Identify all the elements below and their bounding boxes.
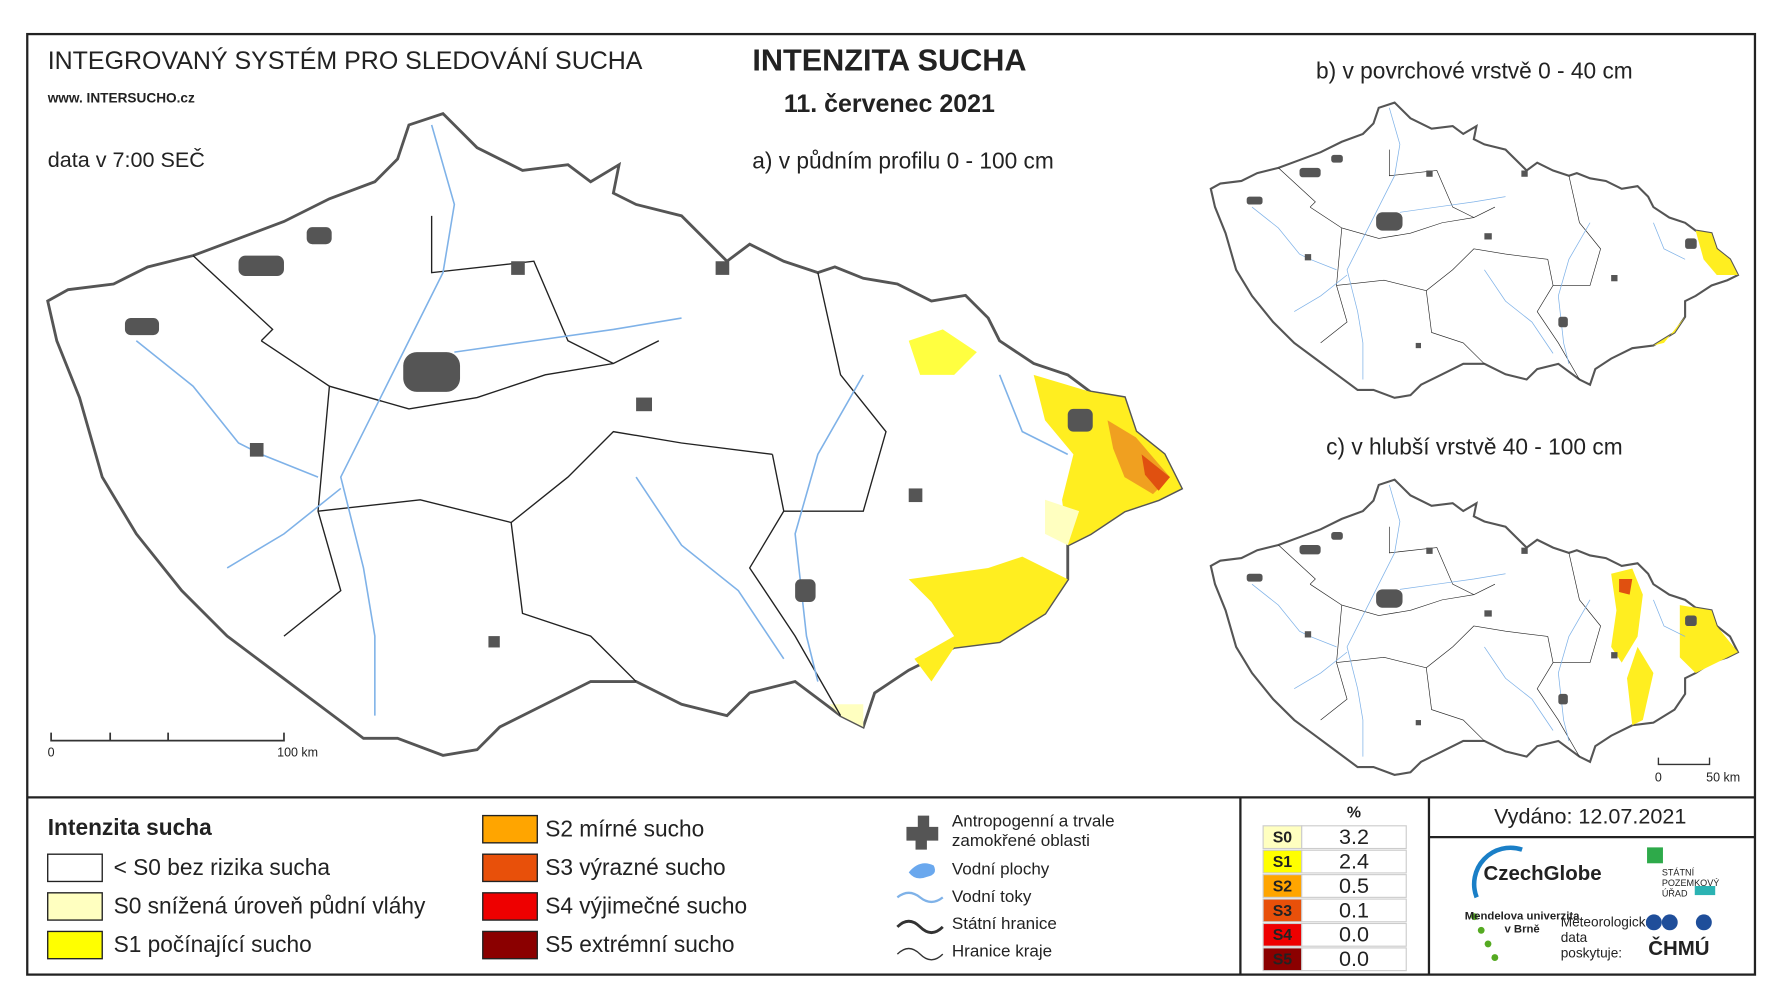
legend-label: S5 extrémní sucho (545, 931, 734, 957)
table-value-cell (1301, 825, 1407, 850)
symbol-label: Vodní toky (952, 887, 1032, 906)
table-class: S4 (1273, 927, 1293, 944)
table-value-cell (1301, 898, 1407, 923)
scale-label: 0 (48, 745, 55, 759)
logo-chmu: ČHMÚ (1648, 936, 1709, 960)
logos: CzechGlobe STÁTNÍ POZEMKOVÝ ÚŘAD Mendelova… (1465, 845, 1720, 961)
symbol-label: Vodní plochy (952, 860, 1050, 879)
table-value: 3.2 (1339, 824, 1369, 849)
web: www. INTERSUCHO.cz (47, 90, 195, 105)
map-label: a) v půdním profilu 0 - 100 cm (752, 147, 1054, 173)
table-header: % (1347, 805, 1361, 822)
legend-swatch (47, 930, 103, 960)
data-time: data v 7:00 SEČ (48, 147, 205, 172)
legend-swatch (482, 853, 538, 883)
percent-table: % S0 3.2 S1 2.4 S2 0.5 S3 0.1 S4 0.0 S5 0.0 (1262, 805, 1407, 972)
table-value: 0.5 (1339, 873, 1369, 898)
legend-swatch (47, 853, 103, 883)
table-class: S3 (1273, 903, 1293, 920)
table-class: S5 (1273, 952, 1293, 969)
issued: Vydáno: 12.07.2021 (1494, 804, 1686, 829)
legend-swatch (47, 892, 103, 921)
drought-area (908, 556, 1068, 682)
map-b: b) v povrchové vrstvě 0 - 40 cm (1209, 58, 1739, 399)
table-value: 0.0 (1339, 946, 1369, 971)
scale-label: 100 km (277, 745, 318, 759)
date: 11. červenec 2021 (784, 90, 995, 118)
table-value: 0.1 (1339, 897, 1369, 922)
scale-label: 0 (1655, 770, 1662, 784)
legend-label: S1 počínající sucho (114, 931, 312, 957)
drought-area (1141, 454, 1170, 491)
map-c: c) v hlubší vrstvě 40 - 100 cm 0 50 km (1209, 434, 1740, 784)
legend-label: S3 výrazné sucho (545, 854, 725, 880)
scale-label: 50 km (1706, 770, 1740, 784)
symbol-label: Antropogenní a trvale zamokřené oblasti (952, 811, 1115, 850)
legend-label: S2 mírné sucho (545, 815, 704, 841)
symbol-label: Státní hranice (952, 914, 1057, 933)
table-class: S0 (1273, 829, 1293, 846)
legend: < S0 bez rizika sucha S0 snížená úroveň p… (47, 814, 747, 960)
symbol-legend: Antropogenní a trvale zamokřené oblasti V… (896, 811, 1115, 961)
logo-spu: STÁTNÍ POZEMKOVÝ ÚŘAD (1662, 868, 1720, 899)
logo-mendel: Mendelova univerzita v Brně (1465, 911, 1580, 936)
logo-czechglobe: CzechGlobe (1483, 862, 1601, 885)
map-a: a) v půdním profilu 0 - 100 cm 0 100 km (46, 112, 1183, 759)
legend-title: Intenzita sucha (48, 814, 212, 840)
drought-area (1045, 499, 1080, 546)
legend-swatch (482, 892, 538, 921)
table-value-cell (1301, 947, 1407, 972)
logo-provider: Meteorologická data poskytuje: (1561, 914, 1654, 960)
table-value: 0.0 (1339, 922, 1369, 947)
table-value: 2.4 (1339, 848, 1369, 873)
table-class: S1 (1273, 854, 1293, 871)
map-label: c) v hlubší vrstvě 40 - 100 cm (1326, 434, 1623, 460)
legend-label: < S0 bez rizika sucha (114, 854, 331, 880)
legend-swatch (482, 814, 538, 844)
symbol-label: Hranice kraje (952, 941, 1052, 960)
table-value-cell (1301, 849, 1407, 874)
title: INTENZITA SUCHA (752, 44, 1026, 78)
table-class: S2 (1273, 878, 1293, 895)
table-value-cell (1301, 922, 1407, 947)
system-title: INTEGROVANÝ SYSTÉM PRO SLEDOVÁNÍ SUCHA (48, 46, 643, 75)
map-label: b) v povrchové vrstvě 0 - 40 cm (1316, 58, 1633, 84)
drought-area (908, 329, 977, 375)
table-value-cell (1301, 874, 1407, 898)
legend-swatch (482, 930, 538, 960)
legend-label: S0 snížená úroveň půdní vláhy (114, 893, 426, 919)
legend-label: S4 výjimečné sucho (545, 893, 747, 919)
